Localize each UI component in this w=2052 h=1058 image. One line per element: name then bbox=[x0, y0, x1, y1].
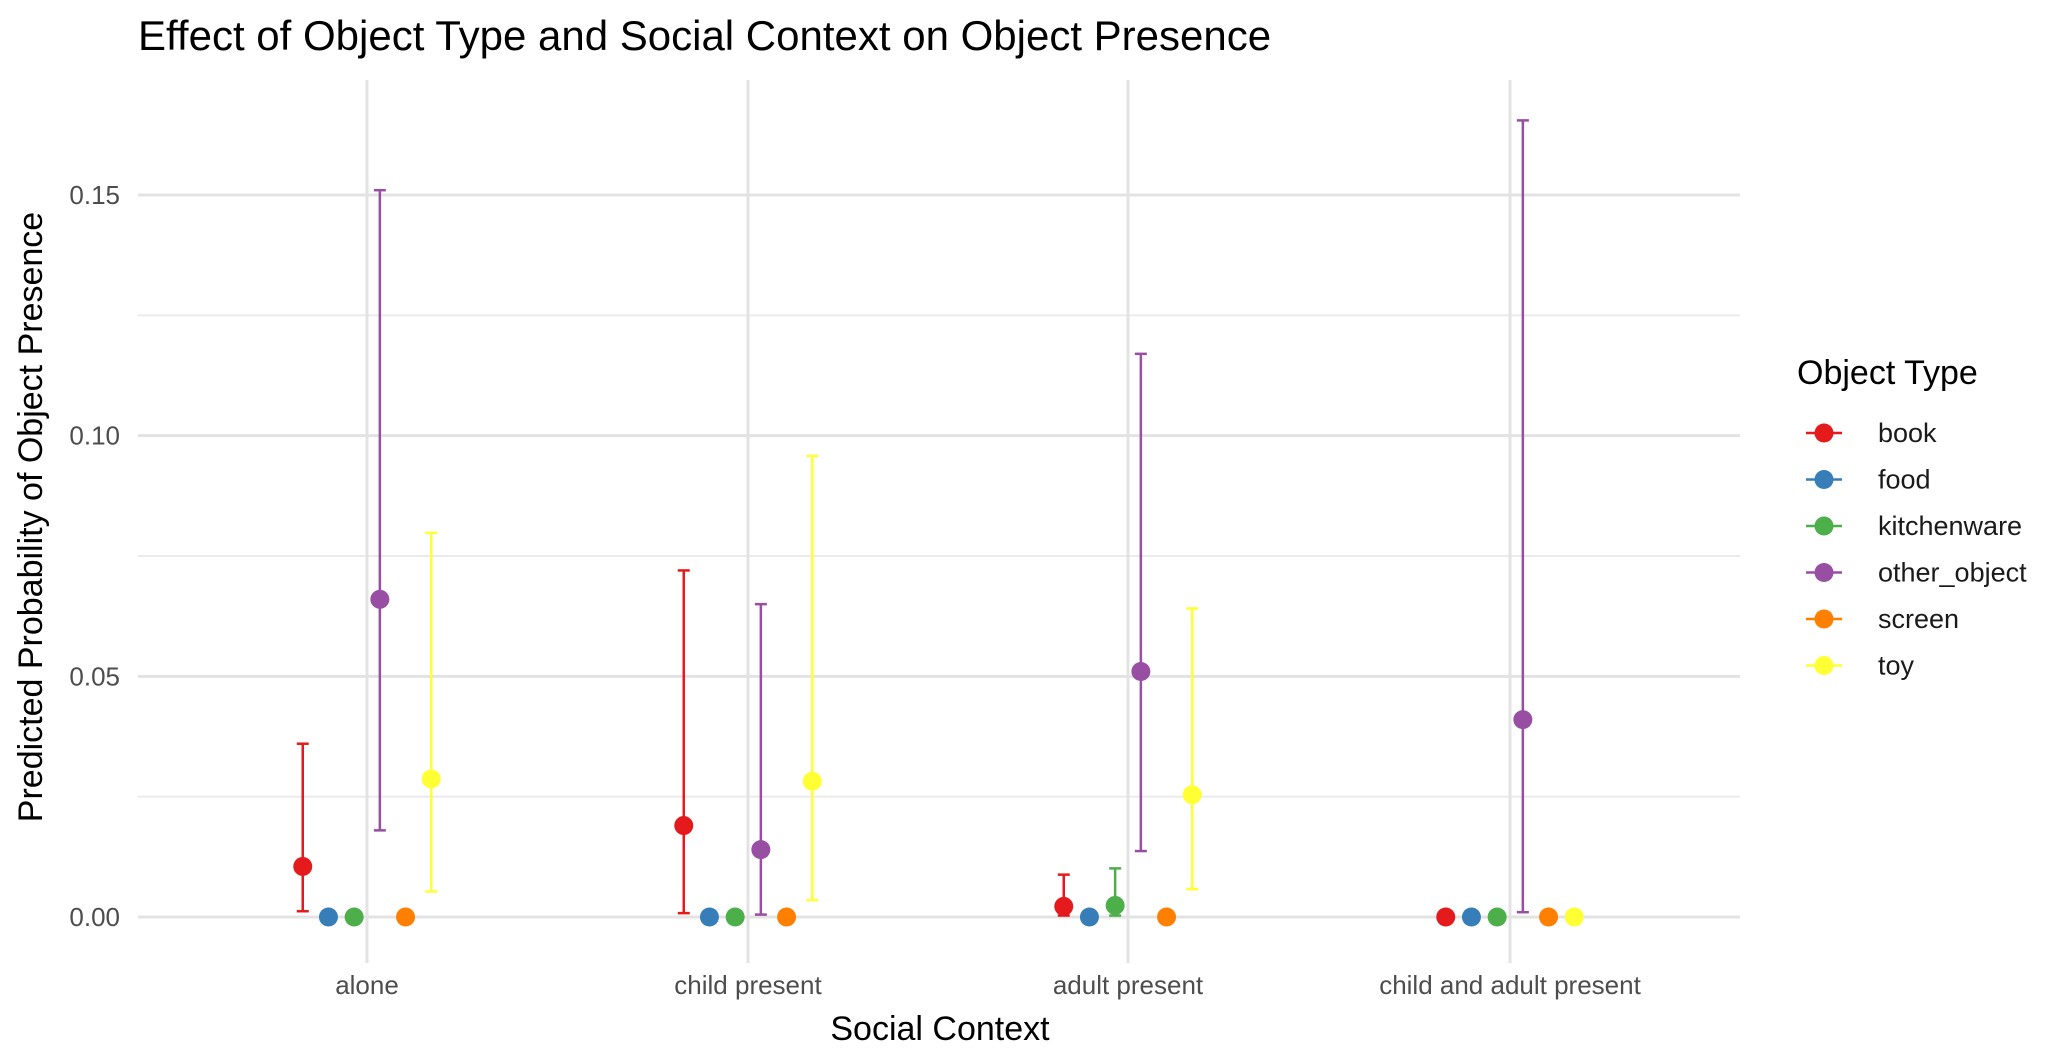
data-point-book bbox=[1054, 896, 1074, 916]
data-point-food bbox=[318, 907, 338, 927]
data-point-food bbox=[699, 907, 719, 927]
data-point-kitchenware bbox=[344, 907, 364, 927]
x-tick-label: child present bbox=[674, 970, 822, 1000]
legend-item-kitchenware: kitchenware bbox=[1806, 511, 2022, 541]
data-point-food bbox=[1079, 907, 1099, 927]
data-point-kitchenware bbox=[725, 907, 745, 927]
x-tick-label: child and adult present bbox=[1379, 970, 1641, 1000]
legend: Object Type book food kitchenware other_obj… bbox=[1797, 354, 2027, 681]
data-point-book bbox=[1436, 907, 1456, 927]
data-point-other_object bbox=[751, 840, 771, 860]
x-tick-label: alone bbox=[335, 970, 399, 1000]
data-point-other_object bbox=[1131, 662, 1151, 682]
data-point-toy bbox=[421, 769, 441, 789]
data-point-book bbox=[293, 856, 313, 876]
legend-key-point bbox=[1814, 516, 1834, 536]
legend-label: toy bbox=[1878, 651, 1915, 681]
data-point-kitchenware bbox=[1105, 895, 1125, 915]
data-point-kitchenware bbox=[1487, 907, 1507, 927]
data-point-screen bbox=[1157, 907, 1177, 927]
legend-key-point bbox=[1814, 470, 1834, 489]
data-point-toy bbox=[1182, 785, 1202, 805]
data-point-screen bbox=[1539, 907, 1559, 927]
legend-item-screen: screen bbox=[1806, 604, 1959, 634]
x-axis-title: Social Context bbox=[830, 1010, 1050, 1048]
data-point-screen bbox=[396, 907, 416, 927]
marks-layer bbox=[293, 119, 1584, 927]
data-point-book bbox=[674, 816, 694, 836]
y-tick-label: 0.05 bbox=[69, 661, 120, 691]
data-point-screen bbox=[777, 907, 797, 927]
data-point-other_object bbox=[1513, 710, 1533, 730]
legend-label: screen bbox=[1878, 604, 1959, 634]
ticks-layer: 0.00 0.05 0.10 0.15 alone child present adult … bbox=[69, 180, 1641, 1000]
legend-title: Object Type bbox=[1797, 354, 1978, 392]
legend-item-other_object: other_object bbox=[1806, 558, 2027, 588]
y-tick-label: 0.10 bbox=[69, 421, 120, 451]
legend-item-food: food bbox=[1806, 465, 1931, 495]
legend-item-toy: toy bbox=[1806, 651, 1915, 681]
chart-title: Effect of Object Type and Social Context… bbox=[138, 12, 1271, 59]
data-point-food bbox=[1461, 907, 1481, 927]
legend-key-point bbox=[1814, 563, 1834, 582]
legend-label: book bbox=[1878, 418, 1937, 448]
y-tick-label: 0.15 bbox=[69, 180, 120, 210]
legend-label: kitchenware bbox=[1878, 511, 2022, 541]
data-point-toy bbox=[1564, 907, 1584, 927]
legend-key-point bbox=[1814, 656, 1834, 675]
legend-key-point bbox=[1814, 609, 1834, 629]
data-point-toy bbox=[802, 771, 822, 791]
legend-label: other_object bbox=[1878, 558, 2027, 588]
y-tick-label: 0.00 bbox=[69, 902, 120, 932]
legend-key-point bbox=[1814, 423, 1834, 443]
x-tick-label: adult present bbox=[1053, 970, 1204, 1000]
data-point-other_object bbox=[370, 589, 390, 609]
y-axis-title: Predicted Probability of Object Presence bbox=[12, 212, 50, 822]
legend-item-book: book bbox=[1806, 418, 1937, 448]
legend-label: food bbox=[1878, 465, 1931, 495]
